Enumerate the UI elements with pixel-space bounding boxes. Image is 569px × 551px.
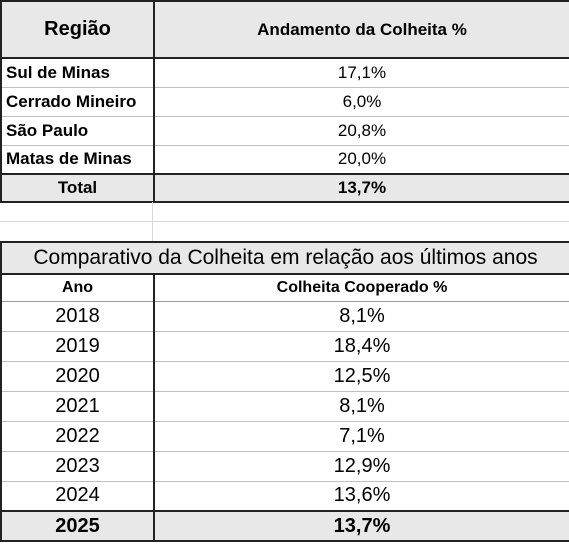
empty-cell[interactable] — [0, 222, 153, 242]
table-row: 2020 12,5% — [0, 360, 569, 392]
current-year-row: 2025 13,7% — [0, 510, 569, 542]
value-cell[interactable]: 8,1% — [152, 300, 569, 332]
value-cell[interactable]: 8,1% — [152, 390, 569, 422]
value-cell[interactable]: 13,6% — [152, 480, 569, 512]
value-cell[interactable]: 20,8% — [153, 115, 569, 146]
year-cell[interactable]: 2023 — [0, 450, 155, 482]
value-cell[interactable]: 7,1% — [152, 420, 569, 452]
value-cell[interactable]: 18,4% — [152, 330, 569, 362]
table-row: Matas de Minas 20,0% — [0, 144, 569, 175]
empty-cell[interactable] — [0, 202, 153, 222]
table-row: 2022 7,1% — [0, 420, 569, 452]
empty-cell[interactable] — [153, 222, 569, 242]
table-row: 2021 8,1% — [0, 390, 569, 422]
table-row: 2024 13,6% — [0, 480, 569, 512]
total-value-cell[interactable]: 13,7% — [153, 173, 569, 203]
table-title[interactable]: Comparativo da Colheita em relação aos ú… — [0, 241, 569, 275]
table-row: Sul de Minas 17,1% — [0, 57, 569, 88]
year-cell[interactable]: 2024 — [0, 480, 155, 512]
year-cell[interactable]: 2022 — [0, 420, 155, 452]
table-row: 2018 8,1% — [0, 300, 569, 332]
region-cell[interactable]: São Paulo — [0, 115, 155, 146]
header-cooperative-harvest[interactable]: Colheita Cooperado % — [152, 273, 569, 302]
header-year[interactable]: Ano — [0, 273, 155, 302]
year-cell[interactable]: 2019 — [0, 330, 155, 362]
total-label-cell[interactable]: Total — [0, 173, 155, 203]
region-cell[interactable]: Matas de Minas — [0, 144, 155, 175]
header-harvest-progress[interactable]: Andamento da Colheita % — [153, 0, 569, 59]
total-row: Total 13,7% — [0, 173, 569, 203]
year-cell[interactable]: 2020 — [0, 360, 155, 392]
header-region[interactable]: Região — [0, 0, 155, 59]
table-header-row: Ano Colheita Cooperado % — [0, 273, 569, 302]
table-row: São Paulo 20,8% — [0, 115, 569, 146]
region-cell[interactable]: Sul de Minas — [0, 57, 155, 88]
value-cell[interactable]: 12,9% — [152, 450, 569, 482]
current-year-value-cell[interactable]: 13,7% — [152, 510, 569, 542]
table-row: Cerrado Mineiro 6,0% — [0, 86, 569, 117]
value-cell[interactable]: 6,0% — [153, 86, 569, 117]
empty-row — [0, 222, 569, 242]
year-cell[interactable]: 2021 — [0, 390, 155, 422]
table-header-row: Região Andamento da Colheita % — [0, 0, 569, 59]
empty-row — [0, 202, 569, 222]
table-title-row: Comparativo da Colheita em relação aos ú… — [0, 241, 569, 275]
yearly-comparison-table: Comparativo da Colheita em relação aos ú… — [0, 241, 569, 542]
year-cell[interactable]: 2018 — [0, 300, 155, 332]
empty-cell[interactable] — [153, 202, 569, 222]
table-row: 2023 12,9% — [0, 450, 569, 482]
value-cell[interactable]: 12,5% — [152, 360, 569, 392]
value-cell[interactable]: 20,0% — [153, 144, 569, 175]
current-year-cell[interactable]: 2025 — [0, 510, 155, 542]
harvest-progress-table: Região Andamento da Colheita % Sul de Mi… — [0, 0, 569, 203]
table-row: 2019 18,4% — [0, 330, 569, 362]
region-cell[interactable]: Cerrado Mineiro — [0, 86, 155, 117]
value-cell[interactable]: 17,1% — [153, 57, 569, 88]
